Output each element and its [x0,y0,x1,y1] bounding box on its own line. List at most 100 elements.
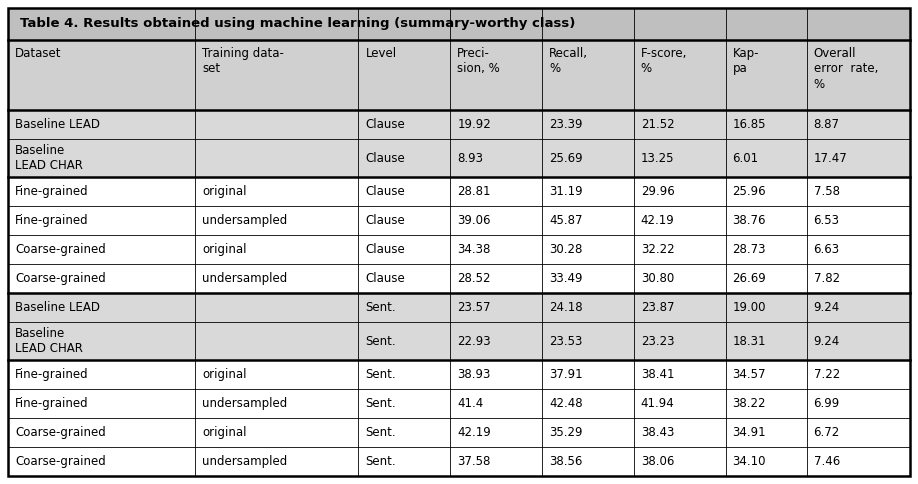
Text: Sent.: Sent. [365,426,396,439]
Text: 6.63: 6.63 [813,243,840,256]
Bar [358,264,450,293]
Text: Training data-
set: Training data- set [203,47,285,76]
Bar [450,139,542,177]
Text: 33.49: 33.49 [549,272,583,285]
Bar [358,360,450,389]
Text: 25.96: 25.96 [733,185,767,198]
Bar [196,447,358,476]
Bar [8,447,196,476]
Text: 6.99: 6.99 [813,397,840,410]
Bar [633,418,725,447]
Bar [725,389,807,418]
Text: 38.93: 38.93 [457,368,490,381]
Text: 16.85: 16.85 [733,118,766,131]
Text: Baseline
LEAD CHAR: Baseline LEAD CHAR [15,144,83,172]
Bar [542,447,633,476]
Text: 6.53: 6.53 [813,214,840,227]
Text: 23.87: 23.87 [641,301,674,314]
Bar [450,360,542,389]
Text: 41.4: 41.4 [457,397,484,410]
Text: 25.69: 25.69 [549,151,583,165]
Bar [542,322,633,360]
Bar [542,139,633,177]
Text: 23.57: 23.57 [457,301,491,314]
Bar [633,177,725,206]
Bar [725,293,807,322]
Text: Sent.: Sent. [365,334,396,348]
Text: 38.43: 38.43 [641,426,674,439]
Bar [8,264,196,293]
Text: 30.80: 30.80 [641,272,674,285]
Text: Fine-grained: Fine-grained [15,185,89,198]
Bar [358,177,450,206]
Bar [196,360,358,389]
Bar [358,447,450,476]
Bar [542,110,633,139]
Bar [358,418,450,447]
Text: Fine-grained: Fine-grained [15,214,89,227]
Bar [725,322,807,360]
Text: Preci-
sion, %: Preci- sion, % [457,47,500,76]
Text: 34.57: 34.57 [733,368,766,381]
Text: 28.73: 28.73 [733,243,766,256]
Bar [450,322,542,360]
Text: 13.25: 13.25 [641,151,674,165]
Bar [196,40,358,110]
Bar [807,139,910,177]
Bar [807,206,910,235]
Bar [633,235,725,264]
Bar [8,40,196,110]
Text: 7.82: 7.82 [813,272,840,285]
Bar [542,264,633,293]
Bar [8,293,196,322]
Text: 28.81: 28.81 [457,185,491,198]
Text: 37.58: 37.58 [457,455,490,468]
Text: Baseline LEAD: Baseline LEAD [15,301,100,314]
Bar [358,293,450,322]
Bar [196,110,358,139]
Text: Level: Level [365,47,397,60]
Bar [633,322,725,360]
Text: Clause: Clause [365,214,405,227]
Bar [450,264,542,293]
Bar [196,264,358,293]
Text: 31.19: 31.19 [549,185,583,198]
Bar [807,389,910,418]
Text: 38.22: 38.22 [733,397,766,410]
Bar [725,360,807,389]
Text: Sent.: Sent. [365,455,396,468]
Bar [633,447,725,476]
Bar [542,389,633,418]
Bar [358,139,450,177]
Bar [633,110,725,139]
Bar [196,235,358,264]
Bar [358,206,450,235]
Text: 45.87: 45.87 [549,214,583,227]
Text: original: original [203,243,247,256]
Bar [358,110,450,139]
Text: original: original [203,426,247,439]
Text: Table 4. Results obtained using machine learning (summary-worthy class): Table 4. Results obtained using machine … [20,17,576,30]
Text: undersampled: undersampled [203,214,287,227]
Bar [8,206,196,235]
Bar [542,40,633,110]
Bar [807,177,910,206]
Bar [807,40,910,110]
Text: 42.19: 42.19 [641,214,675,227]
Text: 23.23: 23.23 [641,334,674,348]
Bar [196,139,358,177]
Bar [725,235,807,264]
Text: 34.10: 34.10 [733,455,766,468]
Text: Coarse-grained: Coarse-grained [15,243,106,256]
Bar [542,418,633,447]
Bar [196,322,358,360]
Bar [196,293,358,322]
Bar [450,418,542,447]
Text: original: original [203,185,247,198]
Bar [807,235,910,264]
Text: 8.87: 8.87 [813,118,840,131]
Bar [633,360,725,389]
Bar [450,206,542,235]
Text: 6.01: 6.01 [733,151,758,165]
Text: undersampled: undersampled [203,455,287,468]
